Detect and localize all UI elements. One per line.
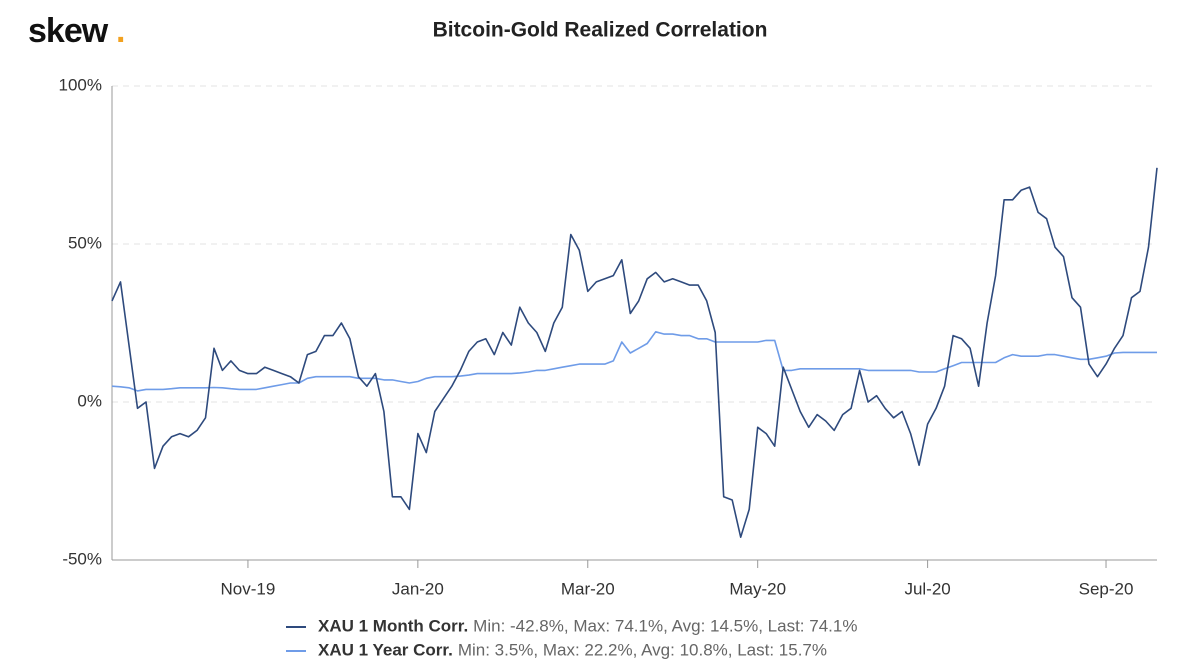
x-tick-label: Jul-20 — [904, 579, 950, 598]
x-tick-label: May-20 — [729, 579, 786, 598]
chart-title: Bitcoin-Gold Realized Correlation — [433, 19, 768, 42]
y-tick-label: -50% — [62, 549, 102, 568]
logo: skew — [28, 12, 109, 50]
legend-stats: Min: -42.8%, Max: 74.1%, Avg: 14.5%, Las… — [473, 616, 857, 635]
x-tick-label: Sep-20 — [1079, 579, 1134, 598]
series-line — [111, 167, 1158, 538]
y-tick-label: 0% — [77, 391, 102, 410]
legend-label: XAU 1 Month Corr. — [318, 616, 468, 635]
y-tick-label: 50% — [68, 233, 102, 252]
x-tick-label: Mar-20 — [561, 579, 615, 598]
x-tick-label: Jan-20 — [392, 579, 444, 598]
logo-dot: . — [116, 12, 125, 50]
legend-label: XAU 1 Year Corr. — [318, 640, 453, 659]
x-tick-label: Nov-19 — [221, 579, 276, 598]
legend-stats: Min: 3.5%, Max: 22.2%, Avg: 10.8%, Last:… — [458, 640, 827, 659]
series-line — [111, 331, 1157, 392]
y-tick-label: 100% — [59, 75, 102, 94]
